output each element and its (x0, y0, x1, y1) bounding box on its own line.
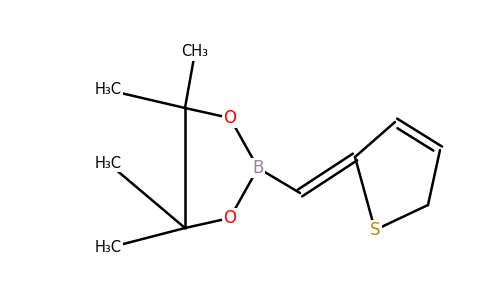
Text: O: O (224, 209, 237, 227)
Text: O: O (224, 109, 237, 127)
Text: H₃C: H₃C (94, 241, 121, 256)
Text: CH₃: CH₃ (182, 44, 209, 59)
Text: H₃C: H₃C (94, 82, 121, 98)
Text: H₃C: H₃C (94, 155, 121, 170)
Text: B: B (252, 159, 264, 177)
Text: S: S (370, 221, 380, 239)
